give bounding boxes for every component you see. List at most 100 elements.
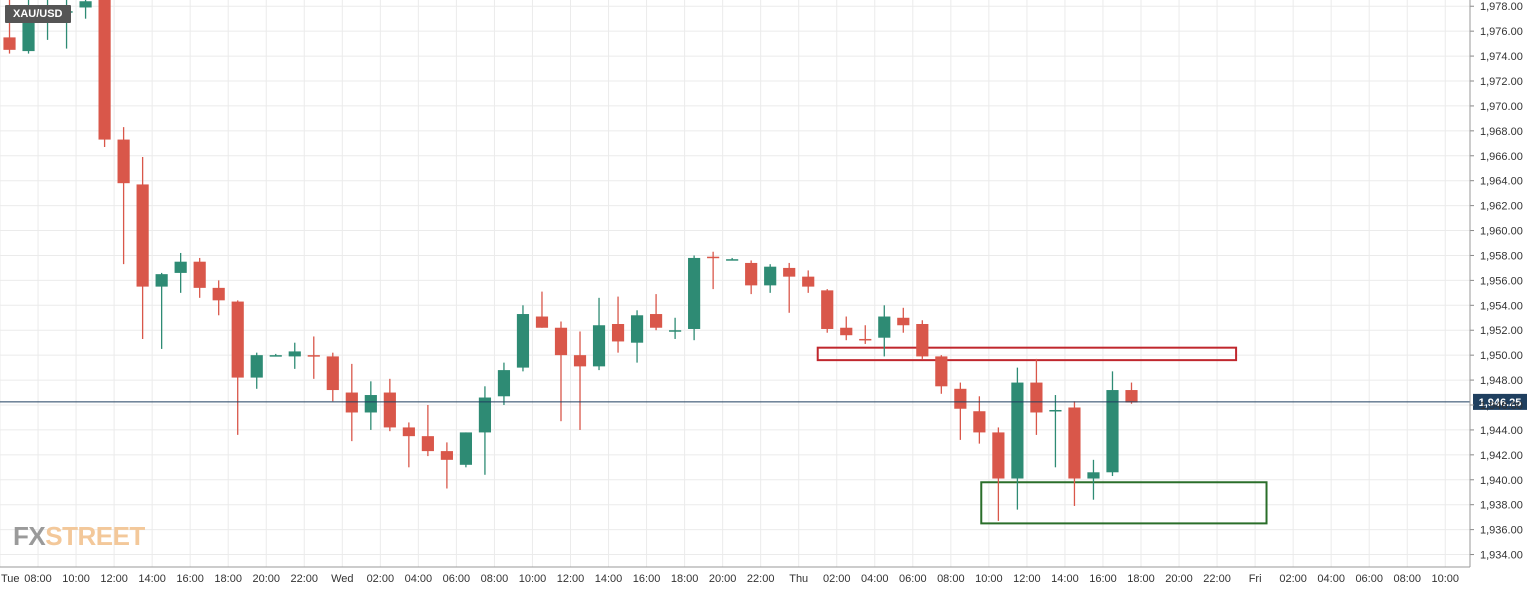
candle-up bbox=[288, 342, 301, 369]
candle-body bbox=[554, 327, 568, 356]
y-tick-label: 1,964.00 bbox=[1480, 176, 1523, 188]
x-tick-label: 20:00 bbox=[1165, 573, 1193, 585]
y-tick-label: 1,970.00 bbox=[1480, 101, 1523, 113]
y-tick-label: 1,936.00 bbox=[1480, 525, 1523, 537]
annotation-boxes bbox=[816, 346, 1268, 525]
candle-down bbox=[117, 127, 130, 265]
candle-body bbox=[649, 314, 663, 328]
candle-body bbox=[117, 139, 130, 184]
y-tick-label: 1,946.00 bbox=[1480, 400, 1523, 412]
candle-body bbox=[1087, 472, 1100, 479]
x-tick-label: 22:00 bbox=[747, 573, 775, 585]
candle-down bbox=[136, 157, 149, 339]
candle-up bbox=[688, 255, 701, 341]
x-tick-label: 22:00 bbox=[291, 573, 319, 585]
candle-up bbox=[764, 264, 777, 293]
candle-body bbox=[440, 451, 453, 460]
x-tick-label: 14:00 bbox=[1051, 573, 1079, 585]
candle-body bbox=[459, 432, 472, 465]
candle-body bbox=[973, 411, 986, 433]
candle-body bbox=[992, 432, 1005, 479]
candle-up bbox=[630, 310, 644, 363]
candle-up bbox=[669, 317, 682, 339]
x-tick-label: 14:00 bbox=[138, 573, 166, 585]
candle-up bbox=[1049, 395, 1062, 468]
y-tick-label: 1,944.00 bbox=[1480, 425, 1523, 437]
y-tick-label: 1,966.00 bbox=[1480, 151, 1523, 163]
x-tick-label: 16:00 bbox=[1089, 573, 1117, 585]
candle-body bbox=[573, 355, 587, 367]
y-tick-label: 1,968.00 bbox=[1480, 126, 1523, 138]
candle-body bbox=[840, 327, 853, 336]
candle-down bbox=[859, 325, 872, 344]
current-price-line: 1,946.25 bbox=[0, 393, 1527, 410]
candle-up bbox=[1106, 371, 1119, 477]
x-tick-label: 20:00 bbox=[252, 573, 280, 585]
grid-lines bbox=[0, 0, 1470, 567]
candle-down bbox=[231, 300, 244, 435]
x-tick-label: Tue bbox=[1, 573, 20, 585]
x-tick-label: 16:00 bbox=[176, 573, 204, 585]
candle-body bbox=[174, 261, 187, 273]
candle-down bbox=[383, 378, 396, 432]
candle-body bbox=[916, 324, 929, 357]
candle-up bbox=[726, 257, 739, 261]
candle-down bbox=[535, 291, 549, 328]
y-tick-label: 1,956.00 bbox=[1480, 275, 1523, 287]
candle-body bbox=[1068, 407, 1081, 479]
candle-down bbox=[402, 422, 415, 468]
candle-body bbox=[345, 392, 358, 413]
candle-body bbox=[726, 259, 739, 261]
candle-down bbox=[897, 307, 910, 333]
candle-down bbox=[212, 280, 225, 316]
y-tick-label: 1,942.00 bbox=[1480, 450, 1523, 462]
y-tick-label: 1,976.00 bbox=[1480, 26, 1523, 38]
y-tick-label: 1,962.00 bbox=[1480, 201, 1523, 213]
y-tick-label: 1,960.00 bbox=[1480, 226, 1523, 238]
x-tick-label: 06:00 bbox=[443, 573, 471, 585]
candle-down bbox=[1030, 358, 1043, 435]
candle-body bbox=[821, 290, 834, 329]
x-tick-label: 06:00 bbox=[1355, 573, 1383, 585]
candle-body bbox=[288, 351, 301, 357]
logo-prefix: FX bbox=[13, 521, 46, 551]
candle-body bbox=[611, 324, 625, 342]
x-tick-label: 08:00 bbox=[24, 573, 52, 585]
x-tick-label: 04:00 bbox=[861, 573, 889, 585]
candle-down bbox=[1068, 401, 1081, 506]
candle-body bbox=[802, 276, 815, 287]
candle-body bbox=[307, 355, 320, 357]
candle-body bbox=[22, 16, 35, 52]
x-tick-label: 10:00 bbox=[1432, 573, 1460, 585]
candle-down bbox=[421, 405, 434, 457]
candle-body bbox=[1106, 390, 1119, 473]
candle-up bbox=[155, 272, 168, 349]
candle-up bbox=[478, 386, 492, 475]
y-tick-label: 1,950.00 bbox=[1480, 350, 1523, 362]
y-tick-label: 1,958.00 bbox=[1480, 250, 1523, 262]
candle-down bbox=[554, 321, 568, 422]
candle-up bbox=[364, 381, 377, 430]
candle-body bbox=[954, 388, 967, 409]
candle-body bbox=[1049, 409, 1062, 412]
candle-body bbox=[1011, 382, 1024, 479]
candle-body bbox=[231, 301, 244, 378]
candle-down bbox=[783, 262, 796, 313]
y-tick-label: 1,948.00 bbox=[1480, 375, 1523, 387]
fxstreet-logo: FXSTREET bbox=[13, 521, 145, 551]
candle-up bbox=[250, 352, 263, 389]
symbol-label[interactable]: XAU/USD bbox=[5, 5, 71, 23]
x-tick-label: 02:00 bbox=[823, 573, 851, 585]
candle-down bbox=[193, 257, 206, 298]
candle-up bbox=[878, 305, 891, 357]
candle-body bbox=[497, 370, 511, 397]
x-tick-label: 16:00 bbox=[633, 573, 661, 585]
x-tick-label: 02:00 bbox=[367, 573, 395, 585]
candle-down bbox=[935, 355, 948, 394]
candle-body bbox=[1030, 382, 1043, 413]
candle-down bbox=[611, 296, 625, 353]
resistance-zone-box bbox=[816, 346, 1238, 362]
y-tick-label: 1,940.00 bbox=[1480, 475, 1523, 487]
candle-up bbox=[1011, 367, 1024, 510]
